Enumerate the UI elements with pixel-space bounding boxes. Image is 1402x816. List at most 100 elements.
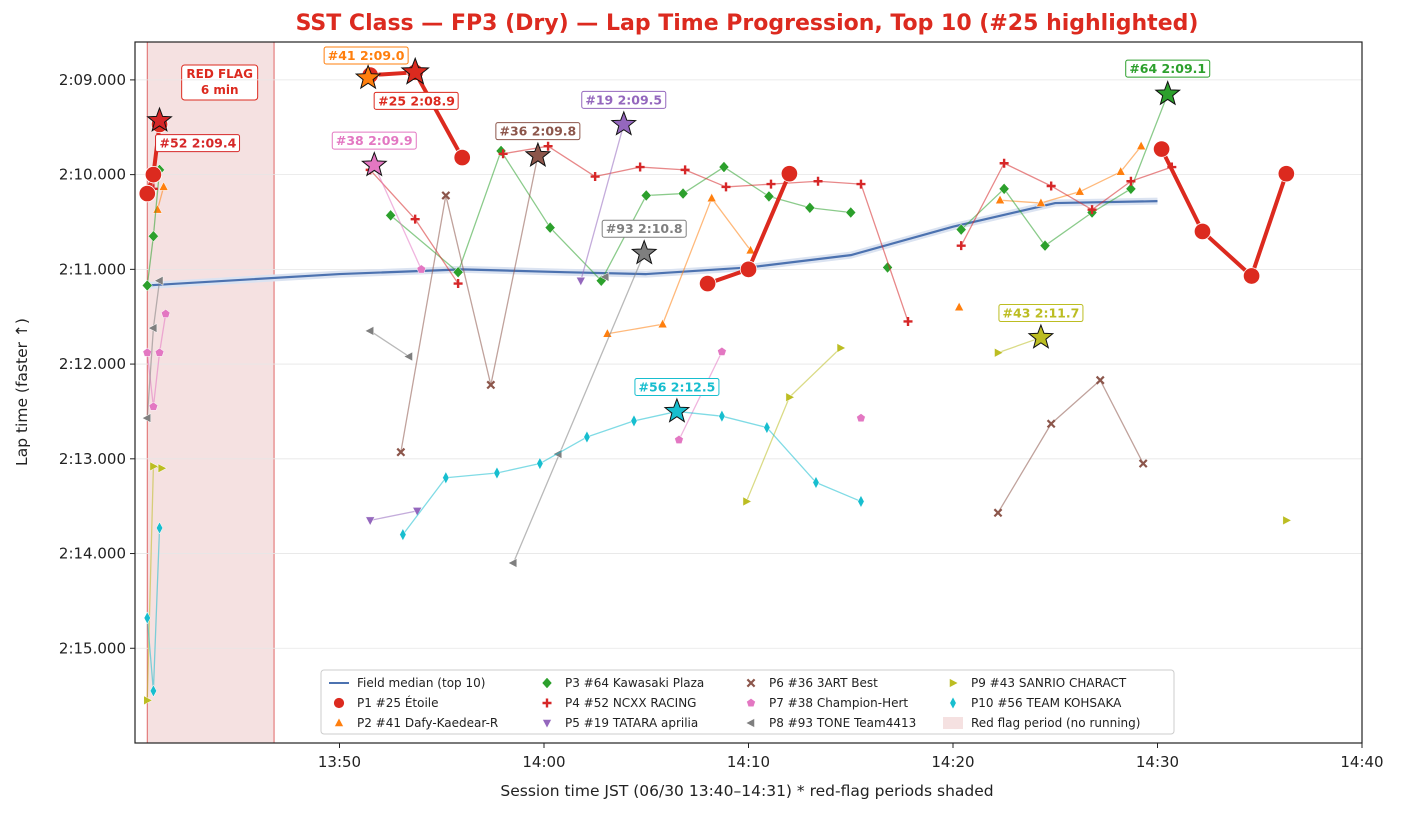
red-flag-band	[146, 41, 275, 744]
legend-swatch	[542, 698, 552, 708]
series-line	[997, 336, 1042, 354]
series-car-36	[396, 151, 1148, 518]
best-lap-star	[630, 239, 658, 265]
data-point	[493, 466, 501, 480]
data-point	[739, 260, 758, 279]
data-point	[1138, 459, 1148, 468]
data-point	[785, 392, 795, 403]
best-lap-label-box	[373, 91, 459, 110]
data-point	[543, 141, 553, 151]
series-car-43	[143, 332, 1292, 706]
series-line	[1159, 148, 1289, 278]
data-point	[453, 279, 463, 289]
data-point	[158, 181, 169, 191]
data-point	[999, 158, 1009, 168]
x-tick-label: 14:20	[931, 753, 974, 771]
data-point	[680, 165, 690, 175]
data-point	[575, 276, 586, 287]
data-point	[452, 266, 464, 279]
data-point	[856, 413, 866, 423]
data-point	[365, 516, 376, 526]
data-point	[141, 279, 153, 292]
data-point	[156, 521, 164, 535]
data-point	[154, 347, 165, 357]
series-line	[156, 186, 165, 210]
best-lap-star	[354, 64, 382, 90]
best-lap-label-box	[998, 304, 1084, 323]
best-lap-label: #25 2:08.9	[378, 93, 455, 108]
data-point	[812, 475, 820, 490]
best-lap-label-box	[601, 219, 687, 238]
series-line	[512, 252, 645, 564]
y-tick-label: 2:10.000	[59, 166, 126, 184]
data-point	[630, 414, 638, 428]
data-point	[441, 191, 451, 200]
best-lap-star	[146, 106, 173, 132]
data-point	[143, 611, 151, 625]
best-lap-label-box	[634, 377, 720, 396]
data-point	[583, 430, 591, 444]
data-point	[956, 241, 966, 251]
legend-label: P1 #25 Étoile	[357, 695, 439, 710]
median-line	[147, 200, 1158, 287]
data-point	[410, 214, 420, 224]
best-lap-star	[1027, 323, 1055, 349]
legend-swatch	[949, 678, 959, 688]
series-line	[960, 162, 1173, 246]
data-point	[766, 179, 776, 189]
data-point	[677, 187, 689, 200]
data-point	[857, 494, 865, 508]
data-point	[1074, 186, 1085, 196]
best-lap-star	[1154, 80, 1181, 106]
legend-label: P3 #64 Kawasaki Plaza	[565, 676, 704, 690]
data-point	[364, 326, 374, 336]
data-point	[836, 343, 847, 353]
best-lap-label: #56 2:12.5	[639, 379, 716, 394]
x-tick-label: 13:50	[318, 753, 361, 771]
data-point	[1039, 239, 1051, 252]
series-line	[400, 155, 539, 453]
data-point	[994, 347, 1004, 358]
data-point	[1036, 197, 1046, 207]
data-point	[993, 508, 1003, 518]
data-point	[486, 380, 496, 390]
legend-label: P5 #19 TATARA aprilia	[565, 716, 698, 730]
legend-label: P4 #52 NCXX RACING	[565, 696, 696, 710]
data-point	[955, 223, 967, 236]
data-point	[590, 172, 600, 182]
data-point	[544, 221, 556, 234]
data-point	[1193, 222, 1212, 241]
data-point	[763, 190, 775, 203]
legend-label: Field median (top 10)	[357, 676, 485, 690]
data-point	[536, 457, 544, 471]
data-point	[396, 447, 406, 457]
data-point	[856, 179, 866, 189]
best-lap-label-box	[495, 122, 581, 141]
legend-label: P2 #41 Dafy-Kaedear-R	[357, 716, 498, 730]
data-point	[147, 323, 158, 333]
best-lap-label: #19 2:09.5	[585, 92, 662, 107]
best-lap-label: #43 2:11.7	[1003, 306, 1080, 321]
legend-swatch	[746, 678, 756, 688]
data-point	[1282, 515, 1292, 526]
best-lap-star	[610, 110, 637, 136]
data-point	[148, 401, 159, 411]
y-tick-label: 2:13.000	[59, 450, 126, 468]
data-point	[1087, 205, 1097, 215]
data-point	[763, 421, 771, 435]
series-line	[997, 379, 1144, 514]
data-point	[1152, 140, 1171, 158]
data-point	[804, 201, 816, 214]
legend-swatch	[541, 677, 553, 689]
data-point	[1126, 176, 1136, 186]
data-point	[845, 206, 857, 219]
legend-swatch	[333, 697, 345, 709]
data-point	[385, 209, 396, 222]
red-flag-duration: 6 min	[201, 83, 239, 97]
series-car-52	[148, 116, 1177, 326]
series-car-56	[143, 404, 865, 698]
data-point	[1095, 375, 1105, 385]
data-point	[142, 347, 152, 357]
